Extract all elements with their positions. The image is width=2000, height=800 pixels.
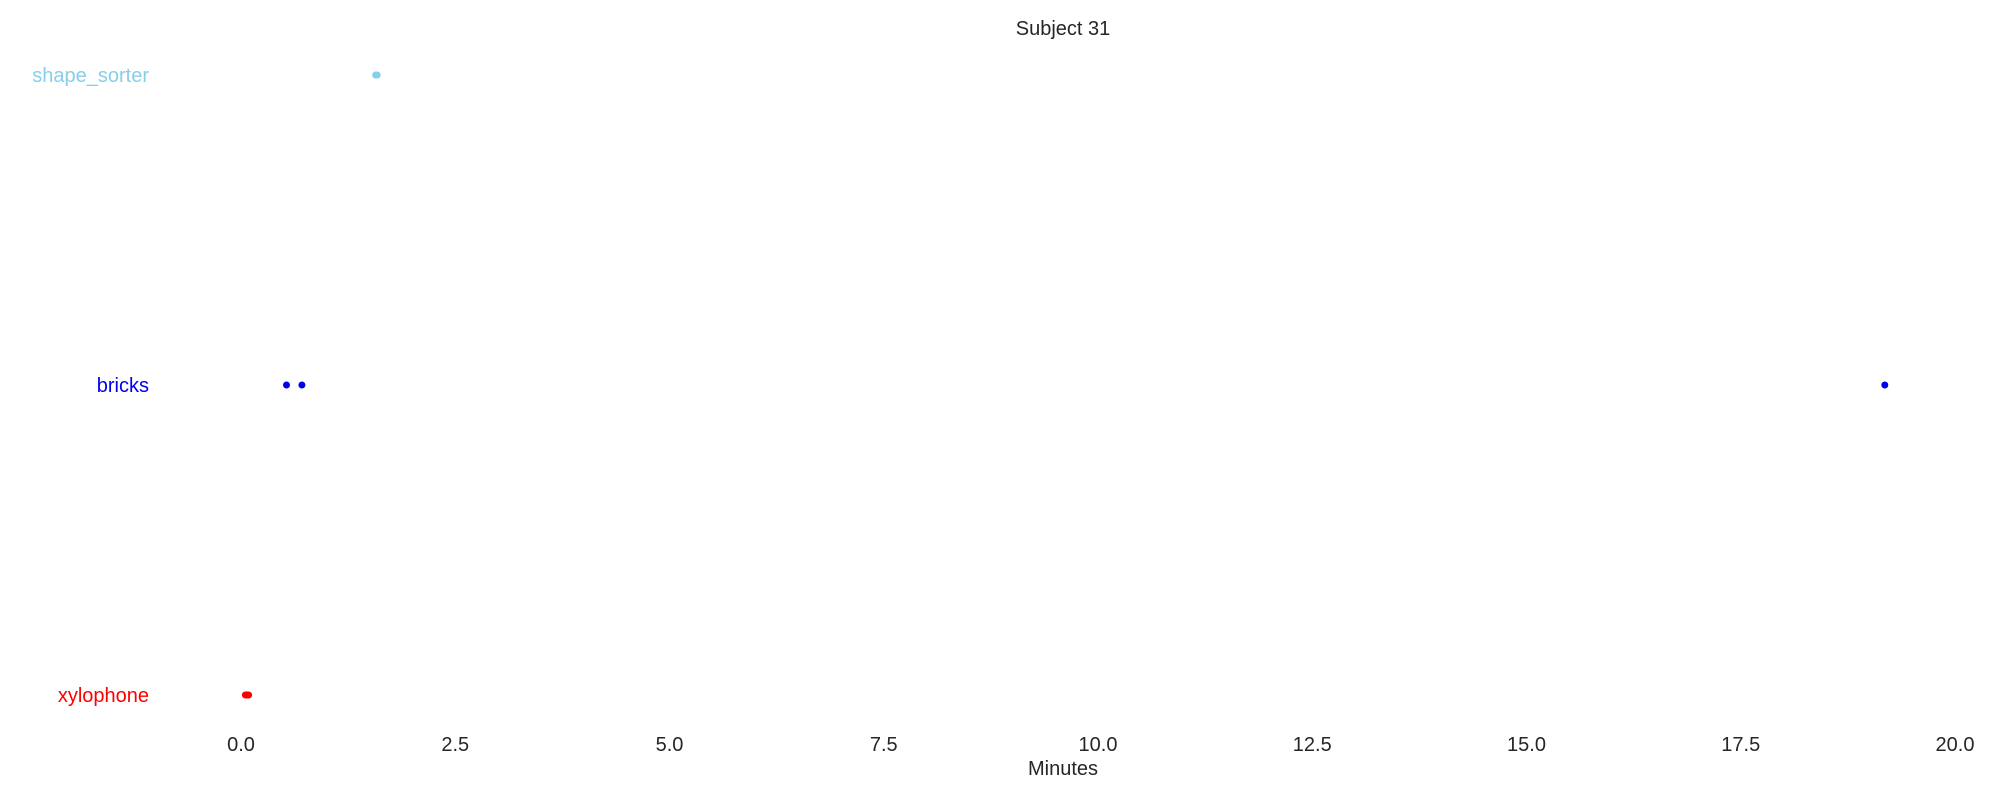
x-tick-label: 2.5 xyxy=(441,734,469,756)
x-tick-label: 7.5 xyxy=(870,734,898,756)
x-tick-label: 17.5 xyxy=(1721,734,1760,756)
category-label-xylophone: xylophone xyxy=(58,685,149,707)
category-label-shape-sorter: shape_sorter xyxy=(32,65,149,87)
x-tick-label: 5.0 xyxy=(656,734,684,756)
event-mark-xylophone-1 xyxy=(241,691,253,699)
x-tick-label: 12.5 xyxy=(1293,734,1332,756)
event-mark-bricks-1 xyxy=(282,381,290,389)
category-label-bricks: bricks xyxy=(97,375,149,397)
x-tick-label: 0.0 xyxy=(227,734,255,756)
chart-title: Subject 31 xyxy=(1016,18,1111,40)
x-tick-label: 10.0 xyxy=(1079,734,1118,756)
event-mark-shape-sorter-1 xyxy=(372,71,381,79)
event-mark-bricks-3 xyxy=(1881,381,1889,389)
event-mark-bricks-2 xyxy=(298,381,306,389)
x-tick-label: 15.0 xyxy=(1507,734,1546,756)
x-tick-labels: 0.0 2.5 5.0 7.5 10.0 12.5 15.0 17.5 20.0 xyxy=(227,734,1974,756)
x-tick-label: 20.0 xyxy=(1936,734,1975,756)
event-marks xyxy=(241,71,1889,699)
x-axis-label: Minutes xyxy=(1028,758,1098,780)
